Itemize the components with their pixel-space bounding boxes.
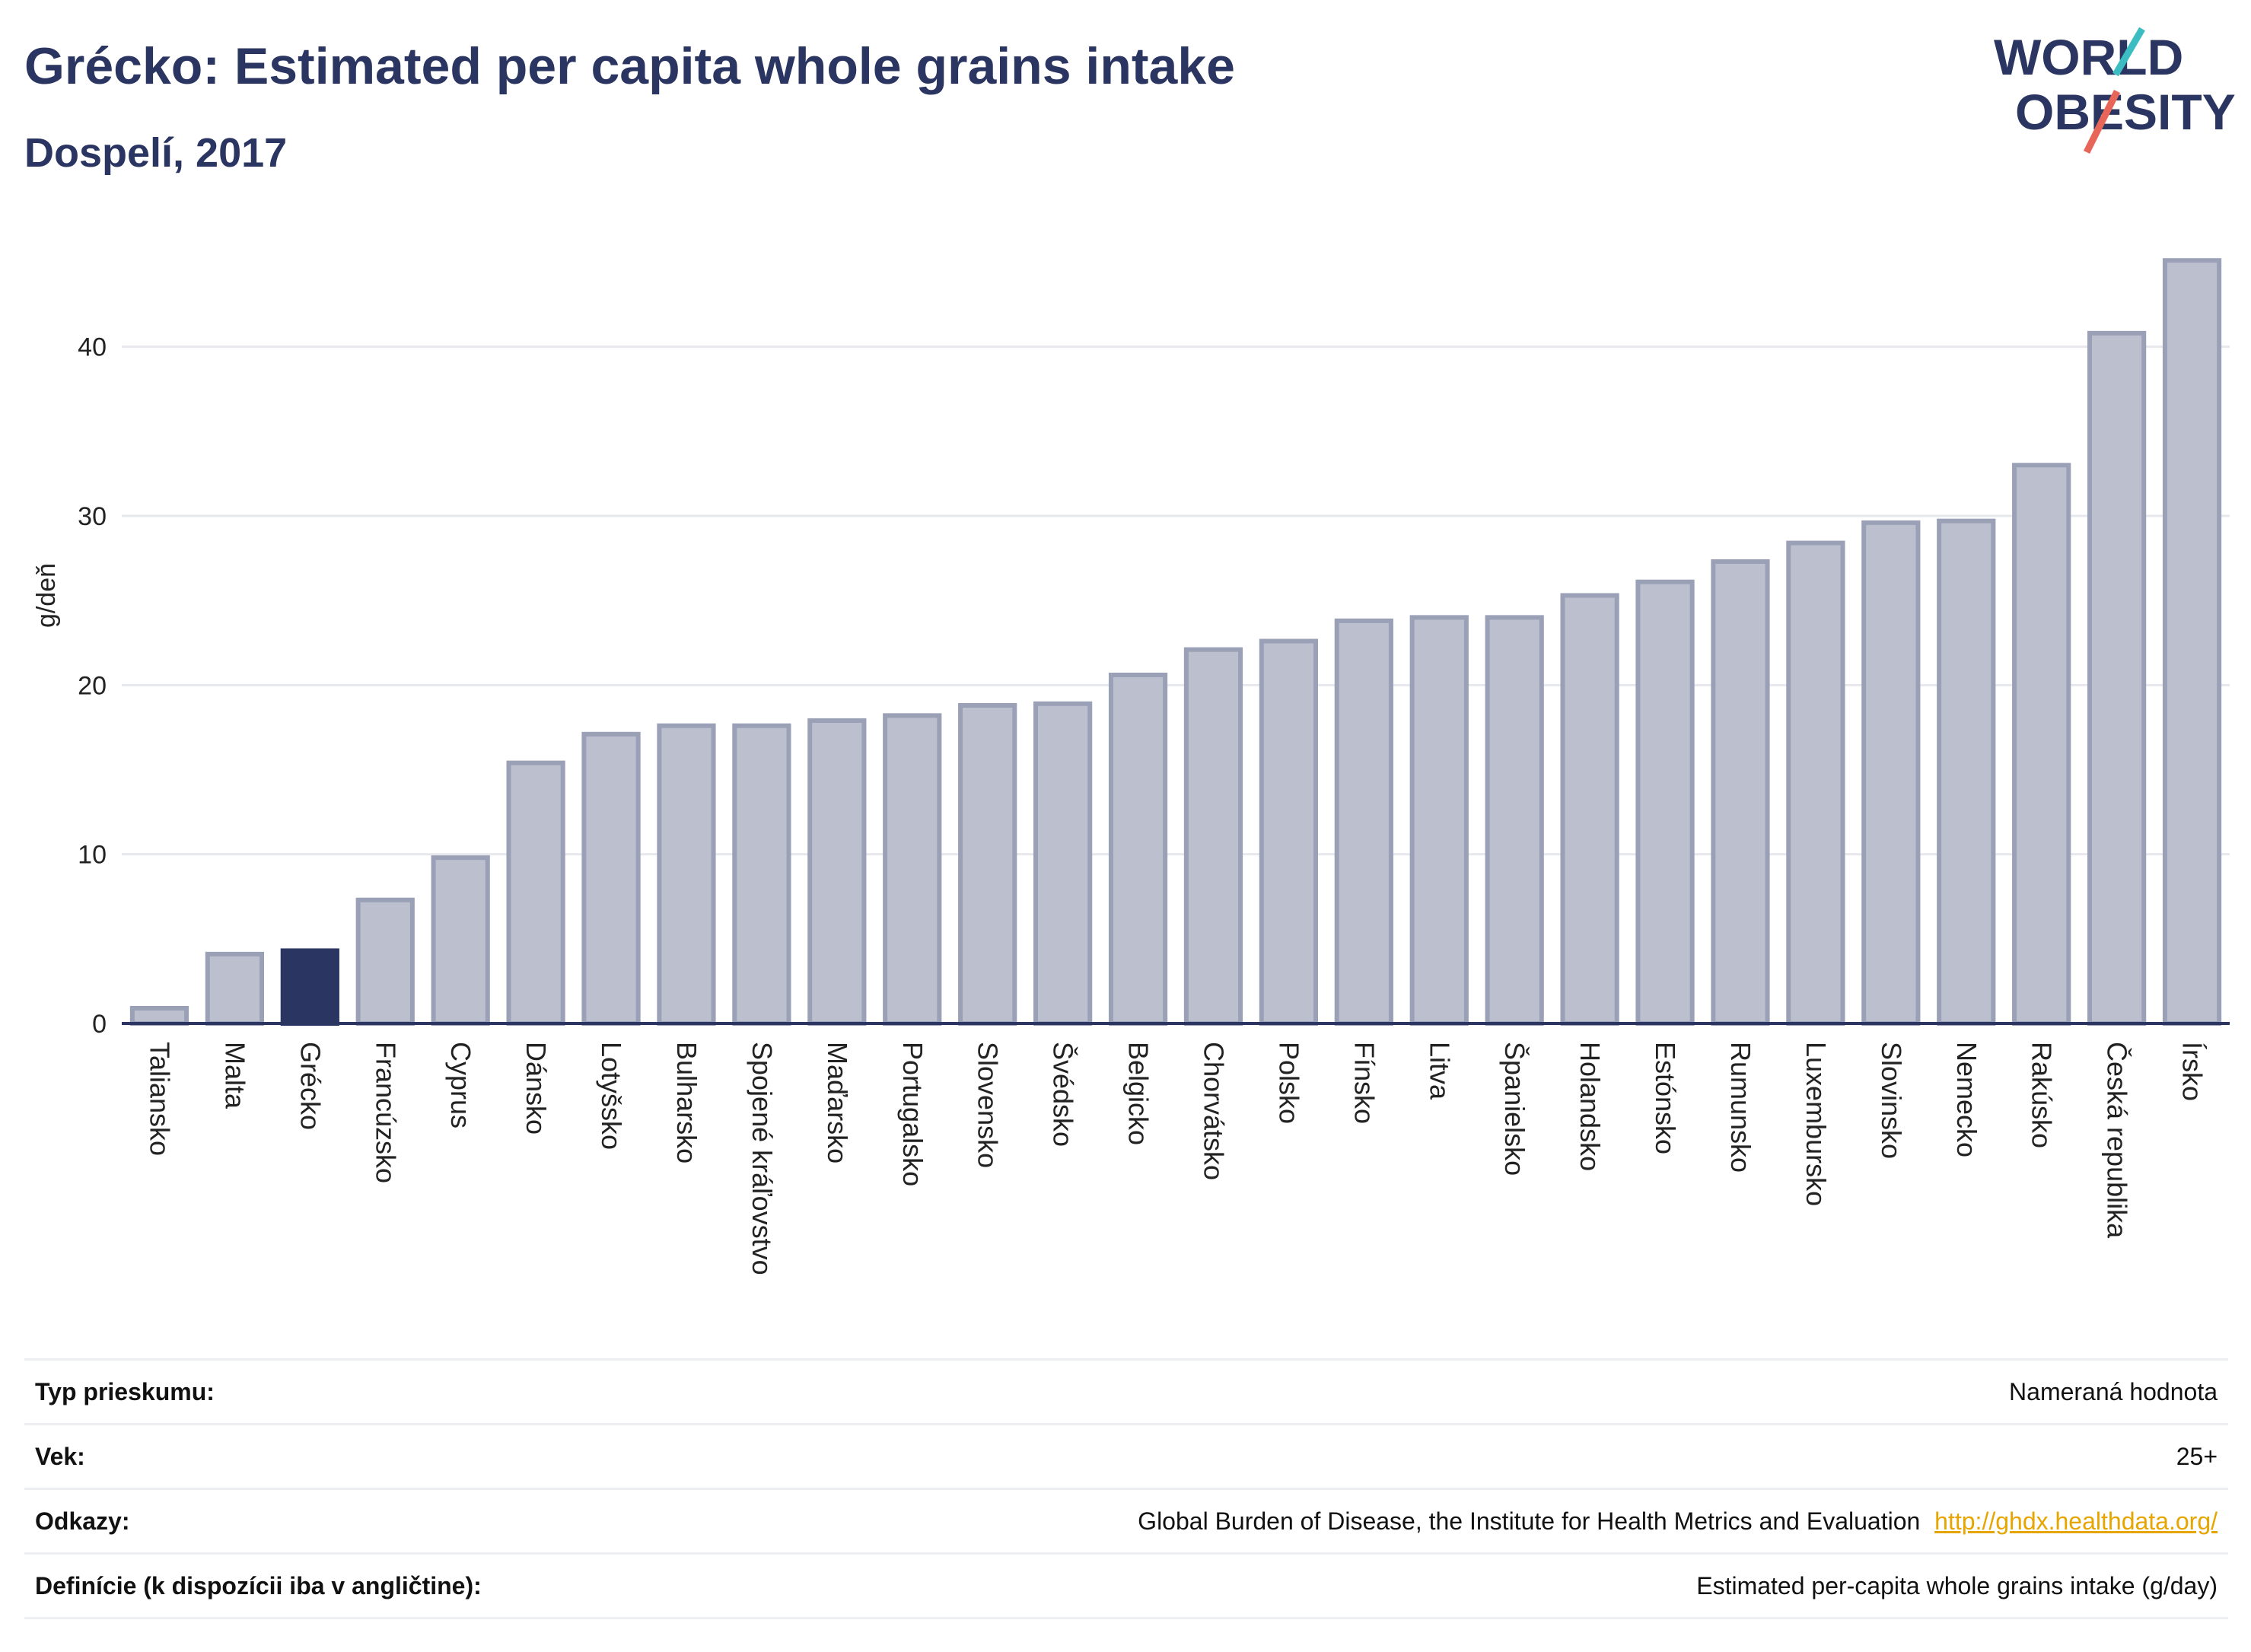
x-tick-label: Estónsko [1650, 1042, 1681, 1154]
bar [1635, 579, 1695, 1026]
x-tick-label: Luxembursko [1800, 1042, 1832, 1206]
x-tick-label: Švédsko [1048, 1042, 1079, 1147]
x-tick-label: Cyprus [445, 1042, 476, 1128]
x-tick-label: Írsko [2177, 1042, 2208, 1101]
x-tick-label: Slovensko [973, 1042, 1004, 1168]
chart-subtitle: Dospelí, 2017 [24, 130, 288, 176]
x-tick-label: Bulharsko [671, 1042, 702, 1163]
x-tick-label: Španielsko [1499, 1042, 1530, 1176]
x-tick-label: Litva [1424, 1042, 1455, 1100]
bar [1409, 615, 1469, 1026]
x-tick-label: Francúzsko [370, 1042, 401, 1183]
chart-title: Grécko: Estimated per capita whole grain… [24, 37, 1235, 95]
bar [581, 731, 641, 1026]
bar [1108, 672, 1168, 1026]
x-tick-label: Malta [219, 1042, 250, 1109]
x-tick-label: Fínsko [1348, 1042, 1380, 1124]
bar [657, 723, 716, 1026]
x-tick-label: Grécko [295, 1042, 326, 1130]
x-tick-label: Rumunsko [1725, 1042, 1756, 1173]
info-label: Typ prieskumu: [35, 1377, 215, 1405]
y-tick-label: 0 [92, 1010, 107, 1039]
y-tick-label: 20 [78, 671, 107, 700]
bar [958, 703, 1017, 1026]
world-obesity-logo: WORLD OBESITY [1994, 27, 2236, 154]
x-tick-label: Dánsko [521, 1042, 552, 1135]
x-tick-label: Taliansko [144, 1042, 175, 1156]
logo-slash-teal [2113, 27, 2145, 77]
x-tick-label: Rakúsko [2027, 1042, 2058, 1148]
bar-chart: 0 10 20 30 40 g/deň Taliansko Malta Grécko Francú… [32, 258, 2230, 1275]
y-axis-label: g/deň [32, 563, 61, 628]
x-tick-label: Slovinsko [1876, 1042, 1907, 1159]
bar [1560, 593, 1619, 1026]
info-row-references: Odkazy: Global Burden of Disease, the In… [24, 1488, 2228, 1552]
bar [1334, 618, 1393, 1026]
bar [355, 897, 415, 1027]
bar [807, 718, 867, 1026]
y-tick-label: 10 [78, 841, 107, 870]
x-tick-label: Holandsko [1574, 1042, 1606, 1171]
bar [506, 760, 565, 1027]
x-tick-label: Belgicko [1123, 1042, 1154, 1145]
x-tick-label: Česká republika [2102, 1042, 2133, 1239]
info-label: Definície (k dispozícii iba v angličtine… [35, 1571, 482, 1599]
bar [205, 951, 265, 1027]
y-tick-label: 40 [78, 333, 107, 362]
logo-slash-red [2083, 89, 2121, 154]
bar [1259, 638, 1319, 1026]
info-value: Nameraná hodnota [2009, 1377, 2218, 1405]
x-tick-label: Spojené kráľovstvo [747, 1042, 778, 1275]
x-tick-label: Lotyšsko [596, 1042, 627, 1150]
info-label: Odkazy: [35, 1507, 130, 1535]
info-row-age: Vek: 25+ [24, 1423, 2228, 1488]
bar [1711, 559, 1770, 1026]
info-value: Estimated per-capita whole grains intake… [1696, 1571, 2218, 1599]
bar [1786, 540, 1845, 1026]
x-tick-label: Nemecko [1951, 1042, 1982, 1157]
bar [431, 855, 490, 1026]
logo-line-1: WORLD [1994, 29, 2183, 85]
x-tick-label: Maďarsko [822, 1042, 853, 1163]
bar [1183, 647, 1243, 1027]
info-row-survey-type: Typ prieskumu: Nameraná hodnota [24, 1358, 2228, 1423]
x-tick-label: Polsko [1273, 1042, 1304, 1124]
info-row-definitions: Definície (k dispozícii iba v angličtine… [24, 1552, 2228, 1619]
logo-line-2: OBESITY [2015, 84, 2236, 140]
bar [2087, 330, 2147, 1026]
bar [1861, 520, 1921, 1026]
y-tick-label: 30 [78, 502, 107, 531]
info-value: 25+ [2176, 1442, 2218, 1470]
info-value-group: Global Burden of Disease, the Institute … [1138, 1507, 2218, 1536]
info-label: Vek: [35, 1442, 85, 1470]
bar [1485, 615, 1544, 1026]
x-tick-label: Portugalsko [897, 1042, 928, 1186]
bar [1033, 701, 1093, 1027]
x-tick-label: Chorvátsko [1198, 1042, 1229, 1180]
bar [2012, 463, 2071, 1026]
bar [129, 1005, 189, 1027]
info-table: Typ prieskumu: Nameraná hodnota Vek: 25+… [24, 1358, 2228, 1619]
bar [1937, 518, 1996, 1026]
bar [883, 713, 942, 1027]
source-link[interactable]: http://ghdx.healthdata.org/ [1934, 1507, 2218, 1535]
bar [2162, 258, 2222, 1026]
bar-highlighted [280, 948, 339, 1027]
info-value: Global Burden of Disease, the Institute … [1138, 1507, 1921, 1535]
bar [732, 723, 791, 1026]
